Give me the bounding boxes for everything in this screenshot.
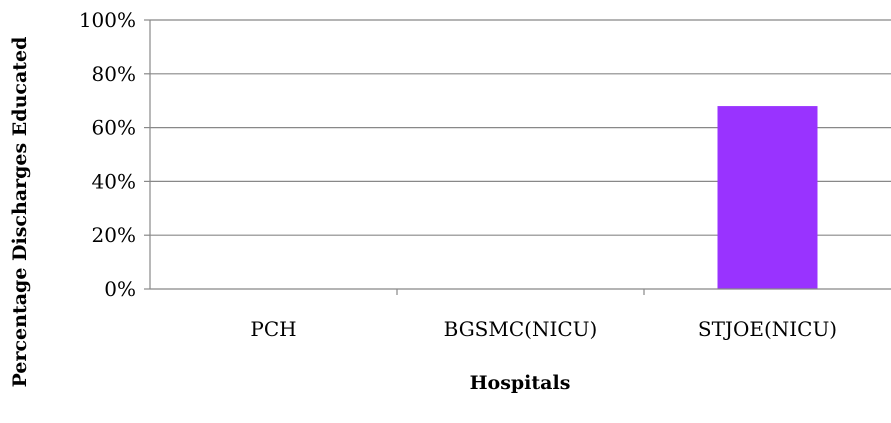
x-tick-label: PCH [250,317,296,341]
y-tick-label: 40% [92,169,136,193]
bars [717,106,818,289]
bar [717,106,818,289]
x-tick-label: BGSMC(NICU) [444,317,598,341]
y-tick-label: 20% [92,223,136,247]
y-axis-title: Percentage Discharges Educated [9,37,31,388]
y-tick-label: 60% [92,116,136,140]
x-axis [144,19,891,295]
x-tick-label: STJOE(NICU) [698,317,837,341]
y-tick-label: 0% [104,277,136,301]
y-tick-label: 100% [79,8,136,32]
x-axis-title: Hospitals [470,372,571,394]
y-axis-ticks: 0% 20% 40% 60% 80% 100% [79,8,136,301]
x-axis-ticks: PCH BGSMC(NICU) STJOE(NICU) [250,317,837,341]
y-tick-label: 80% [92,62,136,86]
